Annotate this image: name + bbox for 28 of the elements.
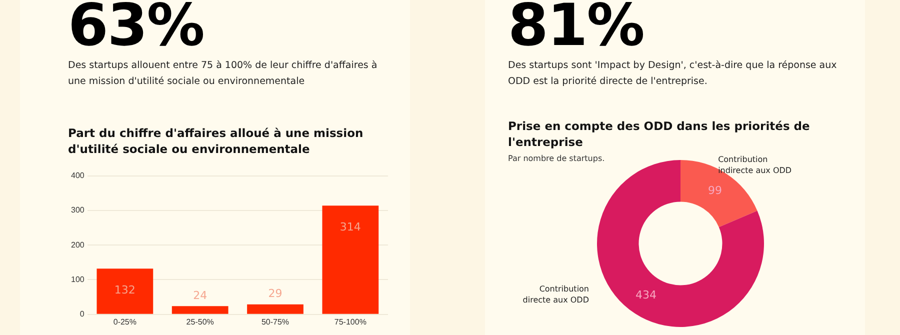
x-tick-label: 50-75% (261, 317, 290, 326)
data-label: 29 (268, 287, 282, 300)
text: 81% (508, 0, 645, 59)
data-label: 434 (635, 288, 656, 302)
bar (247, 304, 304, 314)
slice-label: Contribution directe aux ODD (522, 284, 589, 304)
y-tick-label: 400 (70, 171, 85, 180)
y-tick-label: 300 (70, 206, 85, 215)
bar (172, 306, 228, 314)
data-label: 132 (114, 284, 136, 297)
text: 63% (68, 0, 205, 59)
x-tick-label: 75-100% (334, 317, 366, 326)
chart-title: Part du chiffre d'affaires alloué à une mission d'utilité sociale ou environnementale (68, 125, 364, 157)
x-tick-label: 0-25% (113, 317, 136, 326)
bar (322, 206, 379, 314)
data-label: 314 (340, 220, 361, 234)
data-label: 24 (193, 288, 208, 302)
chart-subtitle: Par nombre de startups. (508, 154, 605, 163)
x-tick-label: 25-50% (186, 317, 214, 326)
slice-label: Contribution indirecte aux ODD (718, 155, 792, 176)
bar (96, 268, 154, 314)
chart-title: Prise en compte des ODD dans les priorités de l'entreprise (508, 118, 811, 150)
data-label: 99 (708, 184, 722, 198)
text: Des startups allouent entre 75 à 100% de leur chiffre d'affaires à une mission d'utilité sociale ou environnementale (68, 59, 378, 89)
text: Des startups sont 'Impact by Design', c'est-à-dire que la réponse aux ODD est la priorité directe de l'entreprise. (508, 59, 838, 89)
y-tick-label: 200 (70, 240, 85, 250)
y-tick-label: 0 (80, 310, 85, 319)
y-tick-label: 100 (70, 274, 85, 284)
